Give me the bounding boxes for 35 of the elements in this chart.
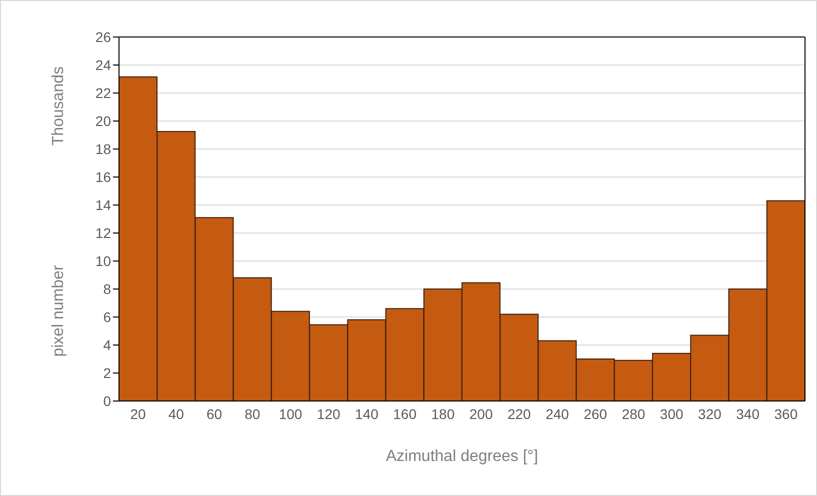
x-tick-label: 260	[584, 406, 608, 422]
y-tick-label: 26	[95, 28, 112, 45]
y-tick-label: 12	[95, 224, 112, 241]
x-tick-label: 40	[168, 406, 184, 422]
x-tick-label: 100	[278, 406, 302, 422]
x-axis-title: Azimuthal degrees [°]	[386, 448, 538, 465]
x-tick-label: 140	[355, 406, 379, 422]
x-tick-label: 360	[774, 406, 798, 422]
y-tick-label: 22	[95, 84, 112, 101]
y-tick-label: 8	[103, 280, 112, 297]
y-tick-label: 4	[103, 336, 112, 353]
x-tick-label: 180	[431, 406, 455, 422]
y-axis-title: pixel number	[50, 265, 68, 357]
y-tick-label: 10	[95, 252, 112, 269]
x-tick-label: 220	[507, 406, 532, 422]
text: Thousands	[50, 66, 68, 146]
y-tick-label: 6	[103, 308, 112, 325]
y-tick-label: 2	[103, 364, 112, 381]
x-tick-label: 200	[469, 406, 493, 422]
y-tick-label: 24	[95, 56, 112, 73]
x-tick-label: 80	[244, 406, 260, 422]
x-tick-label: 240	[546, 406, 570, 422]
x-tick-label: 120	[316, 406, 341, 422]
y-tick-label: 0	[103, 392, 112, 409]
x-tick-label: 300	[660, 406, 684, 422]
y-tick-label: 20	[95, 112, 112, 129]
y-tick-label: 16	[95, 168, 112, 185]
x-tick-label: 340	[736, 406, 760, 422]
x-tick-label: 320	[698, 406, 722, 422]
x-tick-label: 20	[130, 406, 146, 422]
x-tick-label: 60	[206, 406, 222, 422]
y-tick-label: 18	[95, 140, 112, 157]
x-tick-label: 160	[393, 406, 417, 422]
y-tick-label: 14	[95, 196, 112, 213]
x-tick-label: 280	[622, 406, 646, 422]
